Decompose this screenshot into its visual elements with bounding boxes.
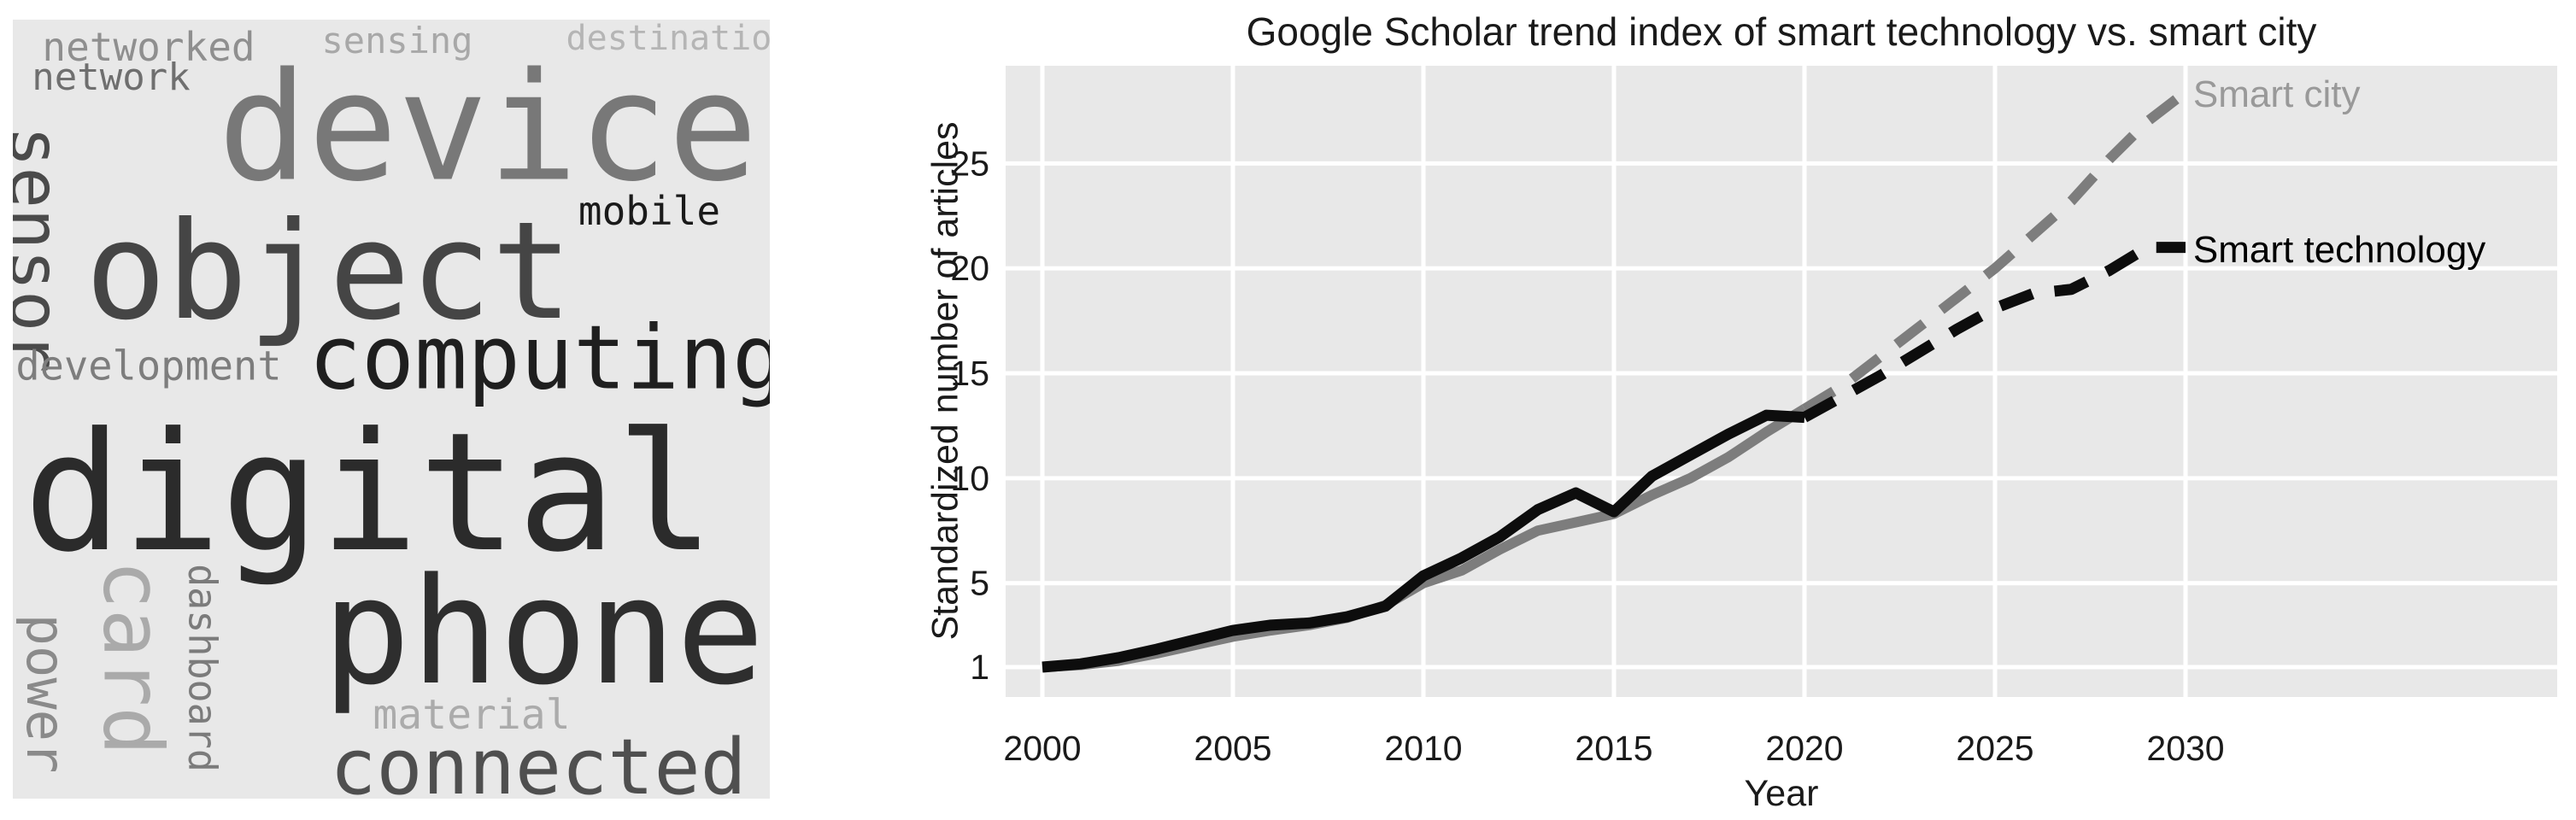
wordcloud-word-destination: destination	[566, 20, 770, 58]
y-tick-label-10: 10	[950, 459, 989, 498]
x-tick-label-2005: 2005	[1194, 729, 1271, 768]
wordcloud-word-development: development	[15, 343, 282, 390]
series-smart-technology-projection-line	[1801, 242, 2186, 423]
x-tick-label-2010: 2010	[1384, 729, 1462, 768]
wordcloud-word-phone: phone	[322, 546, 765, 718]
x-tick-label-2025: 2025	[1956, 729, 2033, 768]
wordcloud-panel: networked sensing destination network device…	[13, 20, 770, 799]
series-label-smart-city: Smart city	[2193, 73, 2361, 115]
series-smart-city-projection-line	[1801, 88, 2189, 413]
wordcloud-word-computing: computing	[308, 307, 770, 410]
y-tick-label-5: 5	[970, 564, 989, 603]
wordcloud-word-digital: digital	[23, 398, 715, 589]
chart-panel-background	[1006, 66, 2557, 697]
wordcloud-word-mobile: mobile	[578, 188, 721, 234]
chart-title: Google Scholar trend index of smart tech…	[1246, 9, 2317, 54]
wordcloud-word-material: material	[373, 691, 571, 739]
y-tick-label-15: 15	[950, 354, 989, 393]
series-label-smart-technology: Smart technology	[2193, 229, 2485, 271]
wordcloud-word-networked: networked	[42, 24, 255, 70]
wordcloud-word-object: object	[85, 193, 573, 350]
x-tick-label-2020: 2020	[1765, 729, 1843, 768]
y-tick-label-1: 1	[970, 647, 989, 687]
x-tick-label-2000: 2000	[1003, 729, 1081, 768]
series-smart-technology-actual-line	[1042, 409, 1805, 673]
x-axis-title: Year	[1744, 773, 1819, 814]
wordcloud-word-network: network	[32, 56, 191, 99]
x-tick-label-2015: 2015	[1575, 729, 1652, 768]
y-tick-label-20: 20	[950, 249, 989, 288]
wordcloud-word-sensing: sensing	[321, 20, 473, 62]
wordcloud-word-device: device	[217, 41, 759, 215]
x-tick-label-2030: 2030	[2146, 729, 2224, 768]
y-tick-label-25: 25	[950, 144, 989, 183]
wordcloud-word-connected: connected	[330, 723, 747, 800]
